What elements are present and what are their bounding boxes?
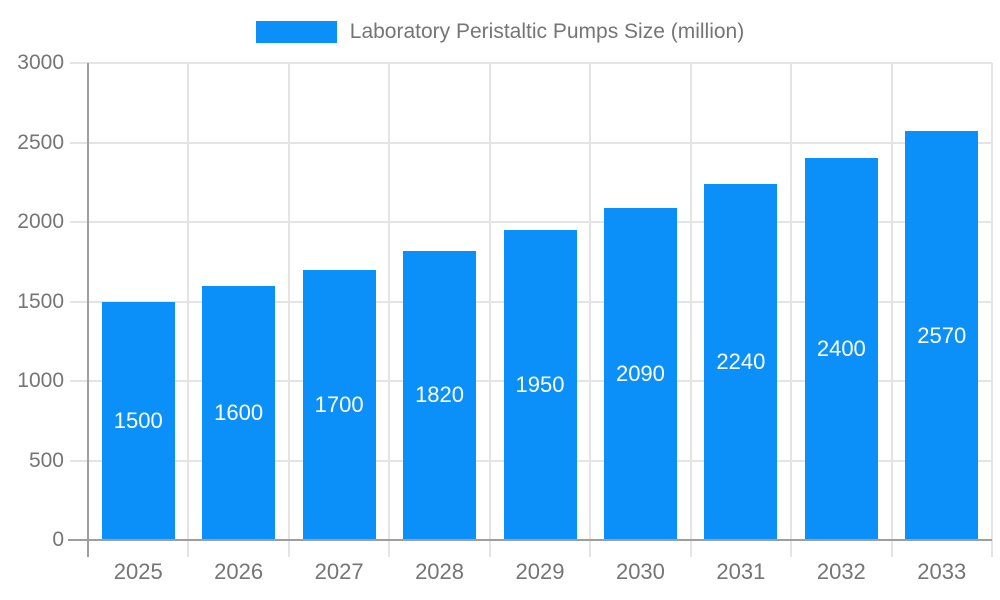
- y-tick-label: 1000: [17, 369, 64, 392]
- x-axis-line: [68, 539, 992, 541]
- bar-2030[interactable]: 2090: [603, 207, 677, 540]
- x-gridline: [187, 63, 190, 557]
- x-tick-label: 2025: [113, 559, 163, 584]
- bar-value-label: 2240: [716, 348, 766, 374]
- x-tick-label: 2027: [314, 559, 364, 584]
- x-gridline: [991, 63, 993, 557]
- bar-value-label: 2090: [615, 360, 665, 386]
- chart-legend[interactable]: Laboratory Peristaltic Pumps Size (milli…: [0, 20, 1000, 43]
- bar-2029[interactable]: 1950: [503, 229, 577, 540]
- bar-value-label: 2400: [816, 336, 866, 362]
- x-gridline: [488, 63, 491, 557]
- y-tick-label: 1500: [17, 289, 64, 313]
- bar-2031[interactable]: 2240: [704, 183, 778, 540]
- x-tick-label: 2026: [214, 559, 264, 584]
- y-tick-label: 3000: [17, 51, 64, 74]
- y-tick-label: 500: [28, 448, 64, 472]
- bar-2025[interactable]: 1500: [101, 301, 175, 540]
- y-tick-label: 0: [52, 528, 64, 551]
- x-tick-label: 2032: [816, 559, 866, 584]
- x-tick-label: 2029: [515, 559, 565, 584]
- bar-value-label: 1950: [515, 371, 565, 397]
- legend-label: Laboratory Peristaltic Pumps Size (milli…: [349, 20, 745, 43]
- x-gridline: [589, 63, 592, 557]
- y-gridline: [70, 221, 992, 223]
- y-gridline: [70, 62, 992, 64]
- bar-value-label: 1700: [314, 391, 364, 417]
- plot-area: 0 500 1000 1500 2000 2500 3000 1500 1600 1700 1820…: [17, 52, 993, 584]
- bar-2027[interactable]: 1700: [302, 269, 376, 540]
- x-tick-label: 2030: [615, 559, 665, 584]
- bar-value-label: 1820: [415, 382, 465, 408]
- bar-2026[interactable]: 1600: [202, 285, 276, 540]
- bar-value-label: 2570: [917, 322, 967, 348]
- bar-value-label: 1600: [214, 399, 264, 425]
- x-gridline: [388, 63, 391, 557]
- y-tick-label: 2500: [17, 130, 64, 154]
- x-gridline: [790, 63, 793, 557]
- x-gridline: [689, 63, 692, 557]
- x-gridline: [287, 63, 290, 557]
- y-tick-label: 2000: [17, 210, 64, 233]
- bar-value-label: 1500: [113, 407, 163, 433]
- bar-2033[interactable]: 2570: [905, 131, 979, 540]
- x-tick-label: 2031: [716, 559, 766, 584]
- y-axis-line: [87, 63, 89, 557]
- y-gridline: [70, 141, 992, 144]
- bar-2032[interactable]: 2400: [804, 158, 878, 540]
- x-tick-label: 2028: [415, 559, 465, 584]
- bar-2028[interactable]: 1820: [403, 250, 477, 540]
- x-gridline: [890, 63, 893, 557]
- x-tick-label: 2033: [917, 559, 967, 584]
- legend-swatch: [255, 21, 337, 43]
